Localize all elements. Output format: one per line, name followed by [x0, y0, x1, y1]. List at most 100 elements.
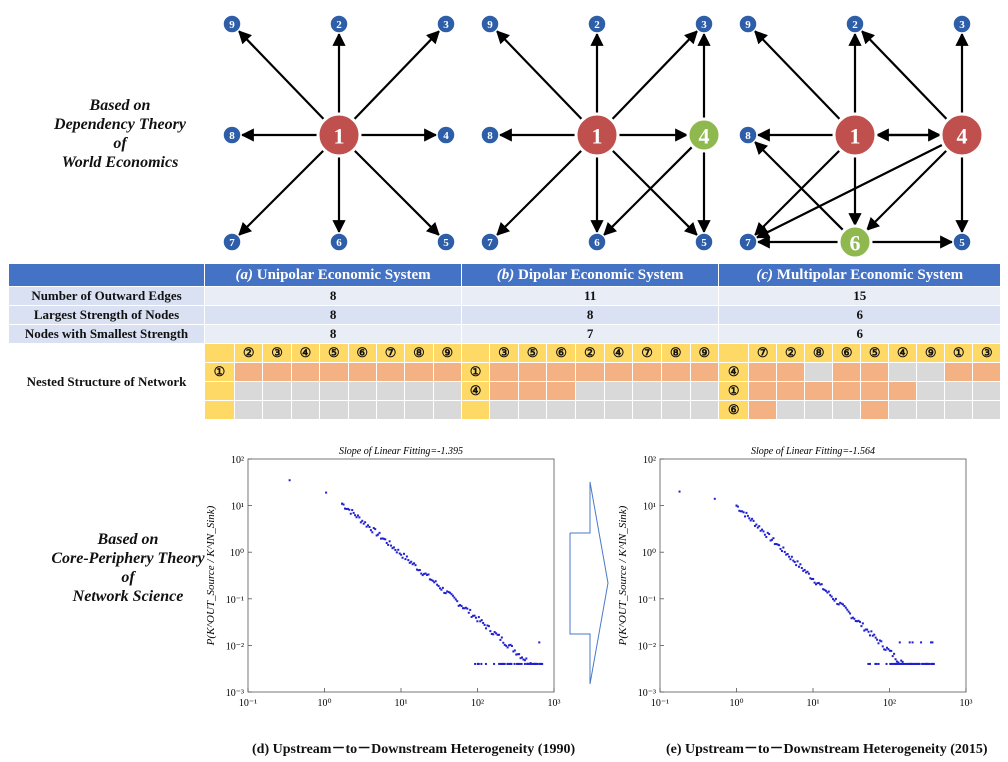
data-point — [355, 516, 358, 519]
data-point — [434, 580, 437, 583]
data-point — [513, 662, 516, 665]
node-5-label: 5 — [701, 237, 707, 249]
system-header-text: Multipolar Economic System — [773, 266, 964, 283]
nested-col-node: ⑧ — [804, 343, 834, 363]
y-tick-label: 10⁻¹ — [638, 595, 656, 606]
nested-corner — [718, 343, 750, 363]
node-3 — [436, 14, 456, 34]
nested-cell — [832, 381, 862, 401]
data-point — [910, 662, 913, 665]
data-point — [917, 662, 920, 665]
data-point — [449, 591, 452, 594]
nested-cell — [489, 381, 519, 401]
data-point — [769, 539, 772, 542]
data-point — [362, 522, 365, 525]
node-6 — [329, 232, 349, 252]
data-point — [341, 502, 344, 505]
nested-col-node: ⑥ — [347, 343, 377, 363]
data-point — [462, 607, 465, 610]
edge-C-9 — [496, 30, 584, 121]
data-point — [875, 662, 878, 665]
metric-value: 6 — [718, 324, 1002, 344]
nested-col-node: ⑥ — [546, 343, 576, 363]
data-point — [288, 479, 291, 482]
node-7 — [222, 232, 242, 252]
data-point — [531, 662, 534, 665]
data-point — [454, 598, 457, 601]
data-point — [447, 591, 450, 594]
data-point — [894, 658, 897, 661]
data-point — [526, 662, 529, 665]
data-point — [901, 660, 904, 663]
nested-cell — [916, 362, 946, 382]
data-point — [783, 550, 786, 553]
x-tick-label: 10⁰ — [729, 698, 743, 709]
data-point — [398, 552, 401, 555]
y-tick-label: 10² — [643, 455, 656, 466]
data-point — [751, 517, 754, 520]
data-point — [915, 662, 918, 665]
data-point — [773, 543, 776, 546]
data-point — [513, 649, 516, 652]
scatter-plot-1990: Slope of Linear Fitting=-1.395 10⁻¹ 10⁰ 10¹… — [205, 446, 561, 709]
data-point — [823, 588, 826, 591]
data-point — [819, 583, 822, 586]
nested-cell — [375, 381, 406, 401]
data-point — [508, 662, 511, 665]
data-point — [860, 625, 863, 628]
nested-col-node: ⑥ — [832, 343, 862, 363]
data-point — [780, 549, 783, 552]
metric-value: 11 — [461, 286, 720, 306]
data-point — [342, 503, 345, 506]
data-point — [796, 560, 799, 563]
node-8 — [480, 125, 500, 145]
data-point — [392, 546, 395, 549]
metric-value: 7 — [461, 324, 720, 344]
data-point — [797, 565, 800, 568]
data-point — [799, 563, 802, 566]
node-7 — [480, 232, 500, 252]
nested-cell — [689, 400, 720, 420]
nested-cell — [632, 362, 662, 382]
data-point — [516, 653, 519, 656]
data-point — [810, 578, 813, 581]
data-point — [884, 648, 887, 651]
data-point — [378, 531, 381, 534]
node-8-label: 8 — [487, 130, 493, 142]
nested-cell — [404, 362, 434, 382]
metric-value: 8 — [203, 324, 463, 344]
data-point — [866, 628, 869, 631]
data-point — [892, 662, 895, 665]
data-point — [401, 556, 404, 559]
node-3-label: 3 — [701, 19, 707, 31]
nested-cell — [944, 362, 974, 382]
data-point — [539, 662, 542, 665]
nested-col-node: ⑧ — [404, 343, 434, 363]
data-point — [483, 623, 486, 626]
data-point — [786, 553, 789, 556]
data-point — [867, 662, 870, 665]
data-point — [841, 603, 844, 606]
data-point — [444, 592, 447, 595]
nested-col-node: ⑤ — [517, 343, 548, 363]
node-3-label: 3 — [959, 19, 965, 31]
system-header-letter: (a) — [235, 266, 253, 283]
plot-frame — [659, 458, 967, 693]
data-point — [815, 583, 818, 586]
nested-cell — [347, 400, 377, 420]
data-point — [772, 537, 775, 540]
data-point — [506, 646, 509, 649]
nested-cell — [432, 400, 463, 420]
data-point — [713, 497, 716, 500]
data-point — [489, 630, 492, 633]
data-point — [820, 583, 823, 586]
data-point — [745, 511, 748, 514]
data-point — [907, 662, 910, 665]
metric-label: Nodes with Smallest Strength — [8, 324, 205, 344]
data-point — [887, 648, 890, 651]
data-point — [877, 642, 880, 645]
edge-C-7 — [754, 149, 841, 236]
system-header-text: Dipolar Economic System — [514, 266, 684, 283]
node-9 — [222, 14, 242, 34]
data-point — [540, 662, 543, 665]
